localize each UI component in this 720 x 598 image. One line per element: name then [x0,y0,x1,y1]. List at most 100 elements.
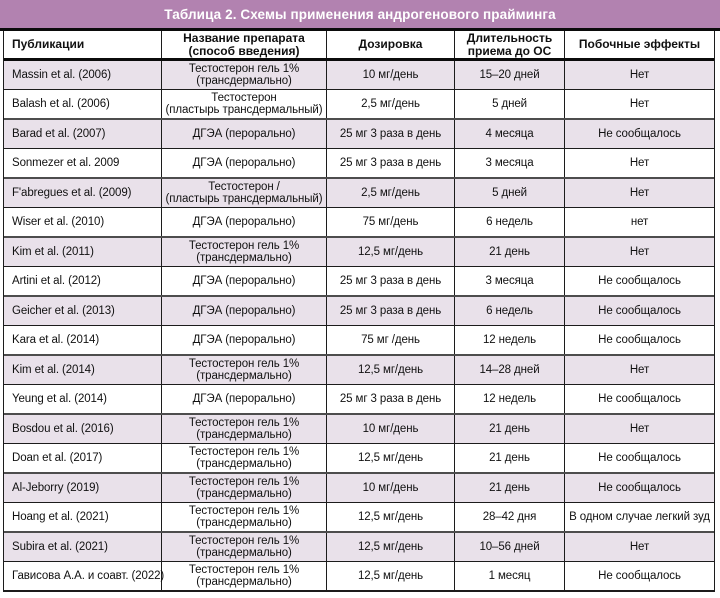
cell-side-effects: В одном случае легкий зуд [569,510,710,523]
cell-drug: Тестостерон (пластырь трансдермальный) [162,90,327,118]
cell-duration: 4 месяца [455,120,565,148]
cell-publication: Artini et al. (2012) [4,267,162,295]
table-row: Hoang et al. (2021) Тестостерон гель 1% … [4,502,714,531]
drug-name-line1: Тестостерон гель 1% [188,239,300,252]
cell-duration: 10–56 дней [455,533,565,561]
header-dosage: Дозировка [327,31,455,58]
table-row: Sonmezer et al. 2009 ДГЭА (перорально) 2… [4,148,714,177]
drug-name-line2: (трансдермально) [196,370,292,382]
androgen-priming-table: Публикации Название препарата (способ вв… [3,31,715,592]
cell-dosage: 25 мг 3 раза в день [327,120,455,148]
cell-side-effects: Не сообщалось [598,392,681,405]
table-row: Barad et al. (2007) ДГЭА (перорально) 25… [4,118,714,148]
table-row: Yeung et al. (2014) ДГЭА (перорально) 25… [4,384,714,413]
cell-publication: Geicher et al. (2013) [4,297,162,325]
drug-name-line1: ДГЭА (перорально) [192,127,296,140]
cell-dosage: 12,5 мг/день [327,356,455,384]
table-row: Kim et al. (2014) Тестостерон гель 1% (т… [4,354,714,384]
cell-duration: 6 недель [455,208,565,236]
cell-duration: 21 день [455,444,565,472]
drug-name-line2: (трансдермально) [196,458,292,470]
cell-dosage: 12,5 мг/день [327,503,455,531]
drug-name-line2: (трансдермально) [196,576,292,588]
drug-name-line1: Тестостерон [211,91,277,104]
cell-drug: ДГЭА (перорально) [162,267,327,295]
cell-drug: Тестостерон гель 1% (трансдермально) [162,61,327,89]
drug-name-line1: ДГЭА (перорально) [192,274,296,287]
drug-name-line1: ДГЭА (перорально) [192,215,296,228]
drug-name-line1: ДГЭА (перорально) [192,392,296,405]
cell-dosage: 25 мг 3 раза в день [327,385,455,413]
cell-side-effects: Нет [629,245,650,258]
cell-drug: ДГЭА (перорально) [162,149,327,177]
drug-name-line1: Тестостерон гель 1% [188,416,300,429]
cell-publication: Subira et al. (2021) [4,533,162,561]
cell-side-effects: Не сообщалось [598,304,681,317]
header-side-effects-label: Побочные эффекты [578,37,701,51]
table-body: Massin et al. (2006) Тестостерон гель 1%… [4,61,714,590]
drug-name-line1: ДГЭА (перорально) [192,333,296,346]
cell-duration: 15–20 дней [455,61,565,89]
header-dosage-label: Дозировка [358,37,423,51]
cell-drug: Тестостерон гель 1% (трансдермально) [162,562,327,590]
cell-publication: Massin et al. (2006) [4,61,162,89]
table-row: Kim et al. (2011) Тестостерон гель 1% (т… [4,236,714,266]
cell-dosage: 75 мг /день [327,326,455,354]
table-row: Al-Jeborry (2019) Тестостерон гель 1% (т… [4,472,714,502]
cell-duration: 12 недель [455,385,565,413]
cell-duration: 5 дней [455,179,565,207]
cell-dosage: 10 мг/день [327,61,455,89]
cell-dosage: 12,5 мг/день [327,533,455,561]
cell-side-effects: Не сообщалось [598,569,681,582]
drug-name-line2: (пластырь трансдермальный) [165,193,323,205]
cell-duration: 3 месяца [455,149,565,177]
table-row: F'abregues et al. (2009) Тестостерон / (… [4,177,714,207]
header-side-effects: Побочные эффекты [565,31,714,58]
drug-name-line1: Тестостерон гель 1% [188,563,300,576]
drug-name-line2: (пластырь трансдермальный) [165,104,323,116]
table-row: Bosdou et al. (2016) Тестостерон гель 1%… [4,413,714,443]
drug-name-line2: (трансдермально) [196,488,292,500]
cell-publication: Гависова А.А. и соавт. (2022) [4,562,164,590]
header-drug-name: Название препарата (способ введения) [162,31,327,58]
table-row: Kara et al. (2014) ДГЭА (перорально) 75 … [4,325,714,354]
drug-name-line1: Тестостерон гель 1% [188,445,300,458]
header-drug-name-line1: Название препарата [183,30,305,45]
cell-duration: 21 день [455,238,565,266]
cell-duration: 14–28 дней [455,356,565,384]
cell-duration: 5 дней [455,90,565,118]
cell-side-effects: Нет [629,68,650,81]
drug-name-line2: (трансдермально) [196,75,292,87]
cell-drug: ДГЭА (перорально) [162,297,327,325]
cell-side-effects: Не сообщалось [598,127,681,140]
header-duration-line1: Длительность [466,30,553,45]
cell-side-effects: Нет [629,156,650,169]
cell-drug: Тестостерон гель 1% (трансдермально) [162,533,327,561]
header-publications-label: Публикации [12,37,85,51]
cell-side-effects: Нет [629,422,650,435]
table-row: Wiser et al. (2010) ДГЭА (перорально) 75… [4,207,714,236]
cell-publication: Kim et al. (2011) [4,238,162,266]
header-drug-name-line2: (способ введения) [188,43,300,58]
cell-publication: Doan et al. (2017) [4,444,162,472]
cell-dosage: 10 мг/день [327,415,455,443]
cell-publication: F'abregues et al. (2009) [4,179,162,207]
header-duration: Длительность приема до ОС [455,31,565,58]
cell-drug: ДГЭА (перорально) [162,208,327,236]
table-row: Doan et al. (2017) Тестостерон гель 1% (… [4,443,714,472]
cell-side-effects: Нет [629,540,650,553]
drug-name-line1: Тестостерон гель 1% [188,504,300,517]
cell-drug: ДГЭА (перорально) [162,326,327,354]
drug-name-line2: (трансдермально) [196,517,292,529]
drug-name-line1: ДГЭА (перорально) [192,156,296,169]
cell-drug: Тестостерон гель 1% (трансдермально) [162,238,327,266]
cell-publication: Kim et al. (2014) [4,356,162,384]
cell-side-effects: Не сообщалось [598,481,681,494]
cell-drug: Тестостерон / (пластырь трансдермальный) [162,179,327,207]
table-row: Artini et al. (2012) ДГЭА (перорально) 2… [4,266,714,295]
drug-name-line1: Тестостерон гель 1% [188,475,300,488]
cell-duration: 6 недель [455,297,565,325]
header-publications: Публикации [4,31,162,58]
cell-publication: Bosdou et al. (2016) [4,415,162,443]
drug-name-line2: (трансдермально) [196,547,292,559]
